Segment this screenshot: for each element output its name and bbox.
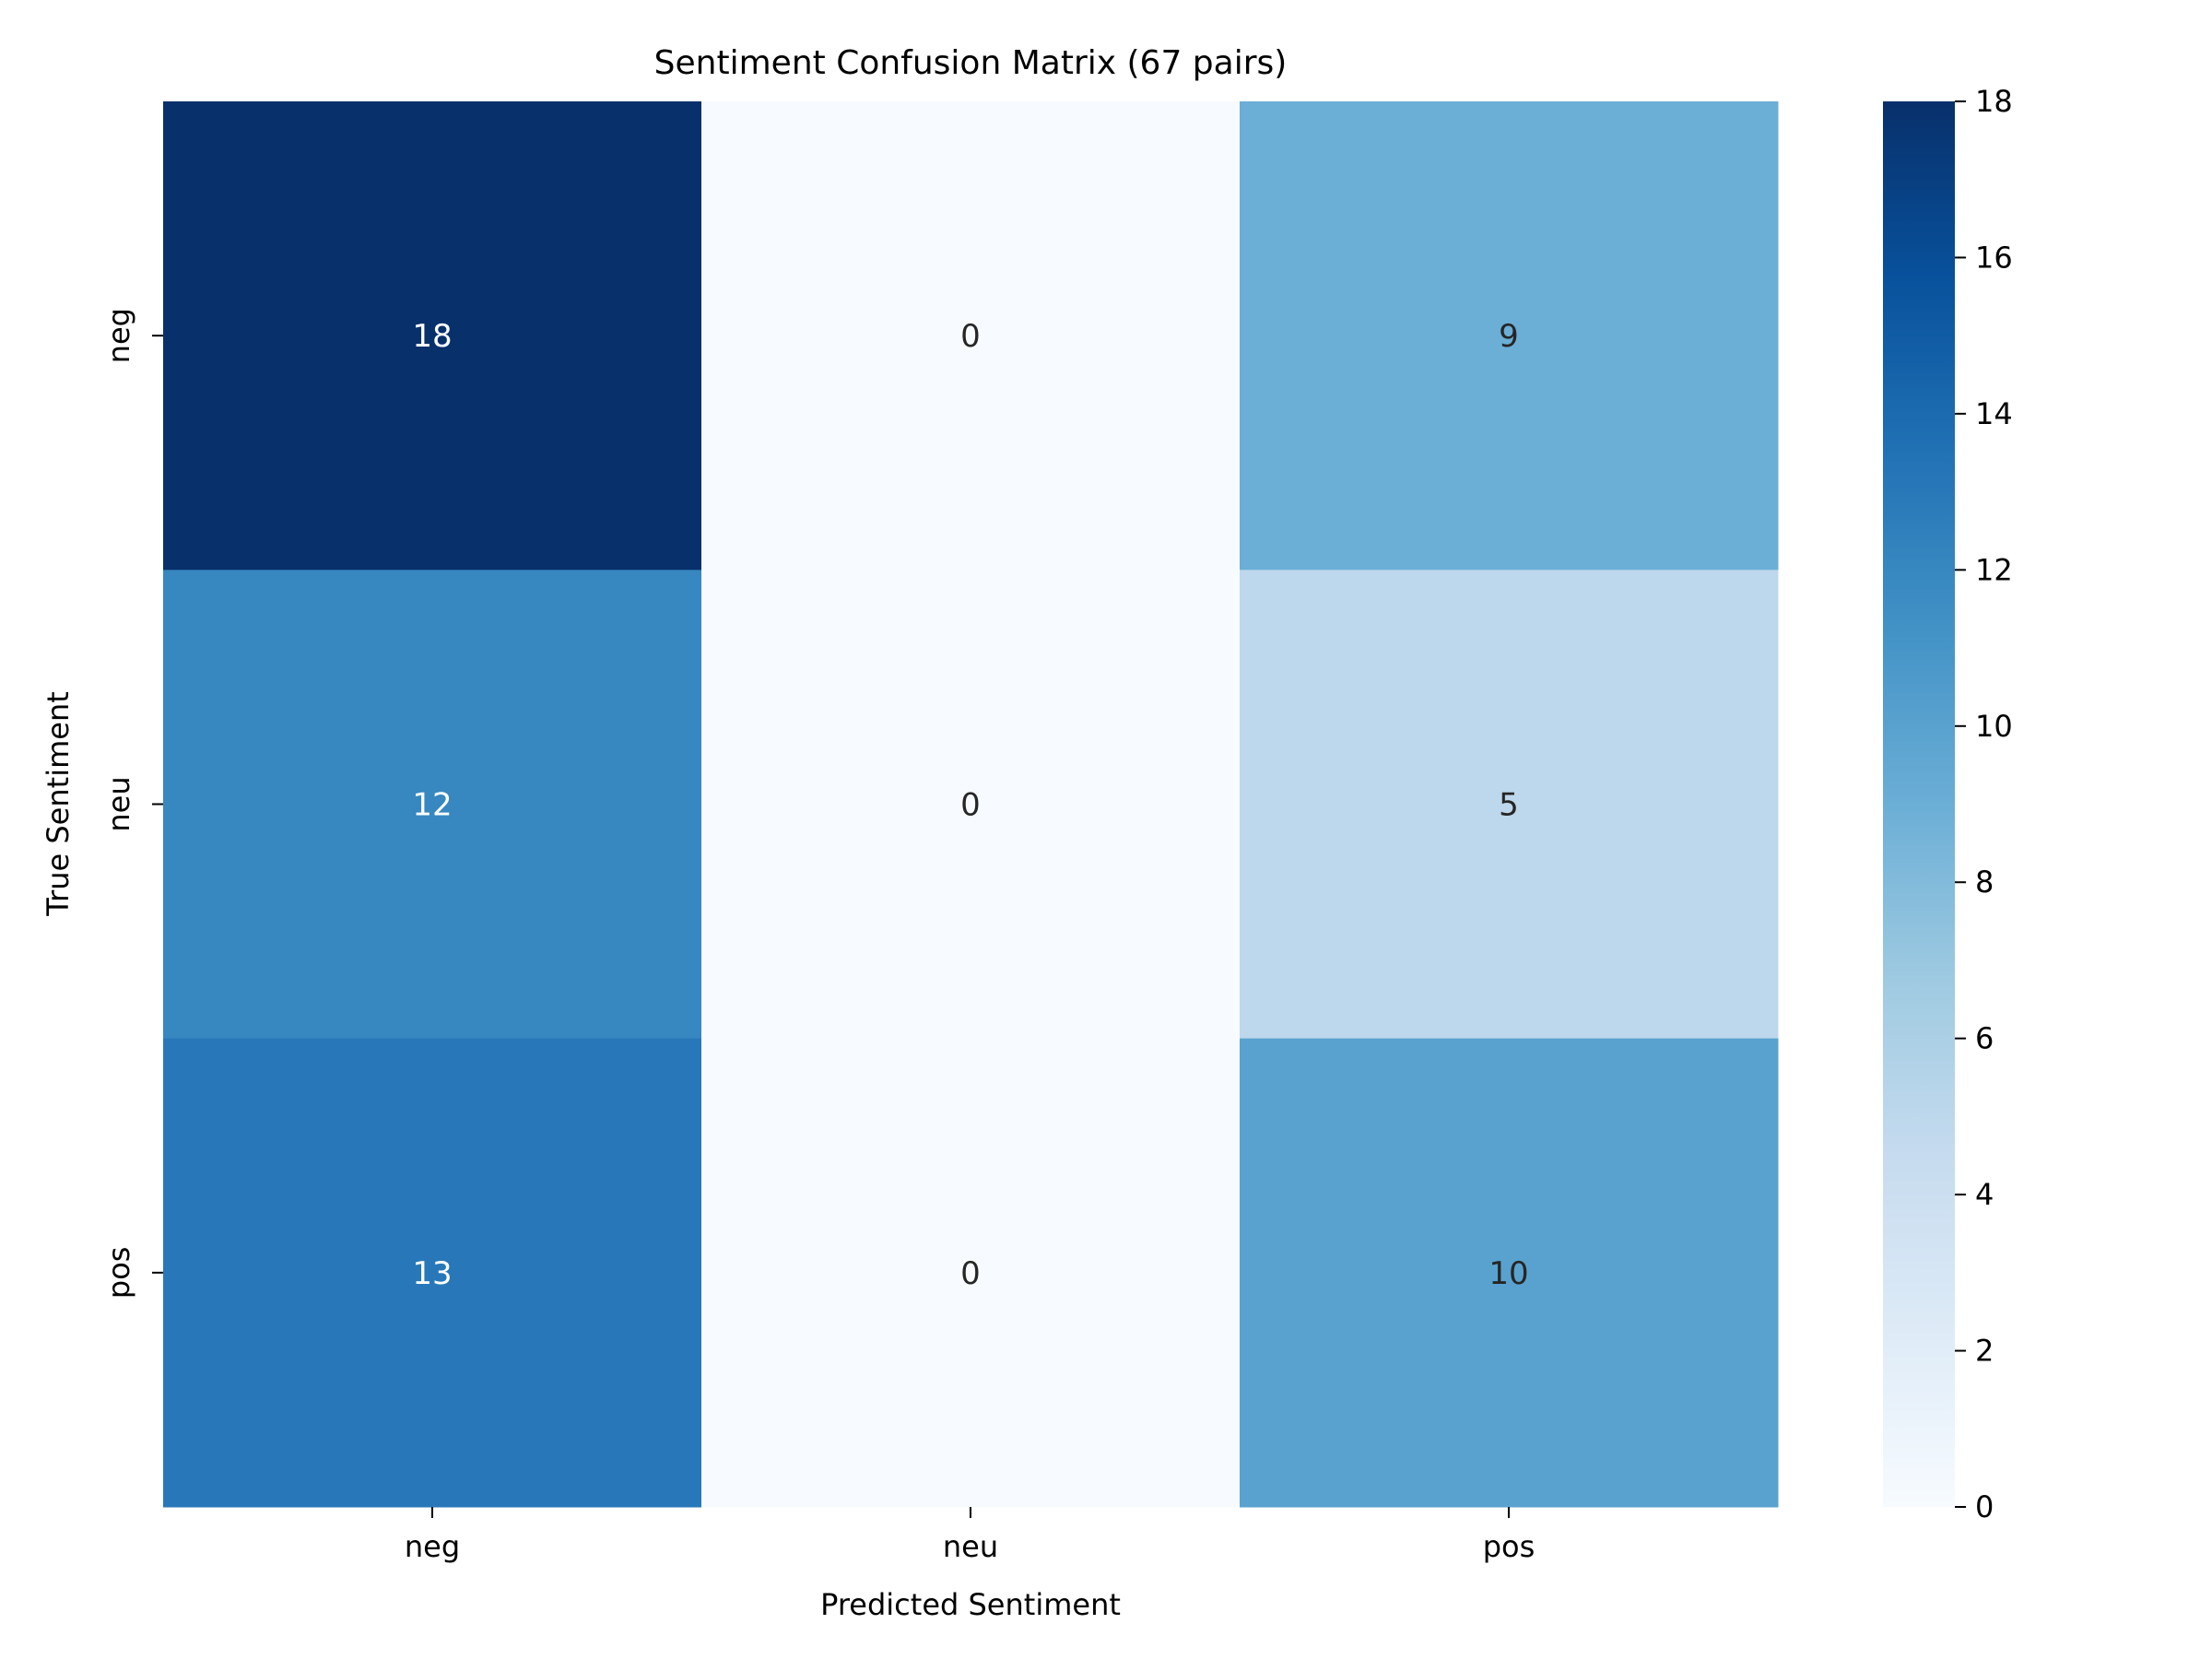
chart-title: Sentiment Confusion Matrix (67 pairs) bbox=[654, 44, 1288, 82]
y-tick-label-pos: pos bbox=[101, 1247, 136, 1300]
heatmap-cell-neg-pos bbox=[1240, 101, 1779, 571]
cell-value-neu-neu: 0 bbox=[960, 787, 981, 824]
heatmap-cell-neu-pos bbox=[1240, 570, 1779, 1040]
colorbar-tick-label-0: 0 bbox=[1975, 1489, 1994, 1524]
x-tick-label-pos: pos bbox=[1483, 1529, 1535, 1564]
heatmap-cell-pos-neu bbox=[701, 1038, 1241, 1508]
x-tick-label-neu: neu bbox=[943, 1529, 998, 1564]
cell-value-neu-pos: 5 bbox=[1499, 787, 1519, 824]
colorbar-tick-label-14: 14 bbox=[1975, 396, 2013, 431]
heatmap-cell-neg-neg bbox=[163, 101, 702, 571]
heatmap-cell-labels: 18 0 9 12 0 5 13 0 10 bbox=[412, 318, 1528, 1292]
heatmap-cells bbox=[163, 101, 1779, 1508]
cell-value-pos-neg: 13 bbox=[412, 1255, 452, 1292]
colorbar-tick-label-8: 8 bbox=[1975, 865, 1994, 900]
colorbar-tick-label-4: 4 bbox=[1975, 1177, 1994, 1212]
x-tick-label-neg: neg bbox=[405, 1529, 460, 1564]
x-axis: neg neu pos bbox=[405, 1507, 1535, 1564]
colorbar-tick-label-10: 10 bbox=[1975, 709, 2013, 744]
cell-value-neg-pos: 9 bbox=[1499, 318, 1519, 355]
colorbar-ticks: 0 2 4 6 8 10 12 14 16 18 bbox=[1955, 84, 2013, 1524]
y-tick-label-neu: neu bbox=[101, 776, 136, 831]
cell-value-neg-neg: 18 bbox=[412, 318, 452, 355]
y-axis: neg neu pos bbox=[101, 308, 163, 1299]
x-axis-label: Predicted Sentiment bbox=[820, 1587, 1121, 1622]
colorbar-tick-label-2: 2 bbox=[1975, 1334, 1994, 1369]
cell-value-pos-neu: 0 bbox=[960, 1255, 981, 1292]
cell-value-neu-neg: 12 bbox=[412, 787, 452, 824]
y-axis-label: True Sentiment bbox=[41, 691, 76, 917]
colorbar-tick-label-6: 6 bbox=[1975, 1021, 1994, 1056]
cell-value-pos-pos: 10 bbox=[1488, 1255, 1528, 1292]
heatmap-cell-neu-neg bbox=[163, 570, 702, 1040]
heatmap-cell-neg-neu bbox=[701, 101, 1241, 571]
heatmap-cell-pos-neg bbox=[163, 1038, 702, 1508]
colorbar bbox=[1883, 101, 1955, 1507]
cell-value-neg-neu: 0 bbox=[960, 318, 981, 355]
colorbar-tick-label-16: 16 bbox=[1975, 240, 2013, 275]
colorbar-tick-label-18: 18 bbox=[1975, 84, 2013, 119]
y-tick-label-neg: neg bbox=[101, 308, 136, 363]
heatmap-cell-pos-pos bbox=[1240, 1038, 1779, 1508]
colorbar-tick-label-12: 12 bbox=[1975, 552, 2013, 587]
heatmap-cell-neu-neu bbox=[701, 570, 1241, 1040]
